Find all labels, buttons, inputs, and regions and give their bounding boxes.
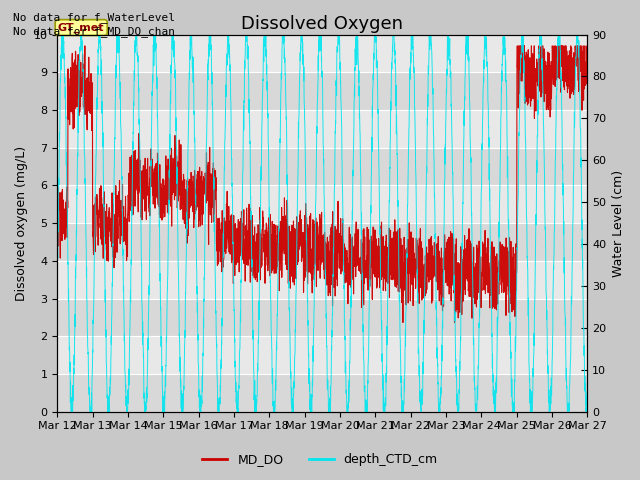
Bar xyxy=(57,223,588,261)
Bar xyxy=(57,148,588,185)
Bar xyxy=(57,374,588,412)
Bar xyxy=(57,110,588,148)
Text: No data for f_MD_DO_chan: No data for f_MD_DO_chan xyxy=(13,26,175,37)
Bar xyxy=(57,185,588,223)
Text: GT_met: GT_met xyxy=(58,23,104,33)
Bar xyxy=(57,299,588,336)
Y-axis label: Dissolved oxygen (mg/L): Dissolved oxygen (mg/L) xyxy=(15,145,28,300)
Text: No data for f_WaterLevel: No data for f_WaterLevel xyxy=(13,12,175,23)
Bar xyxy=(57,72,588,110)
Legend: MD_DO, depth_CTD_cm: MD_DO, depth_CTD_cm xyxy=(197,448,443,471)
Bar xyxy=(57,336,588,374)
Bar xyxy=(57,261,588,299)
Y-axis label: Water Level (cm): Water Level (cm) xyxy=(612,169,625,276)
Title: Dissolved Oxygen: Dissolved Oxygen xyxy=(241,15,403,33)
Bar xyxy=(57,35,588,72)
